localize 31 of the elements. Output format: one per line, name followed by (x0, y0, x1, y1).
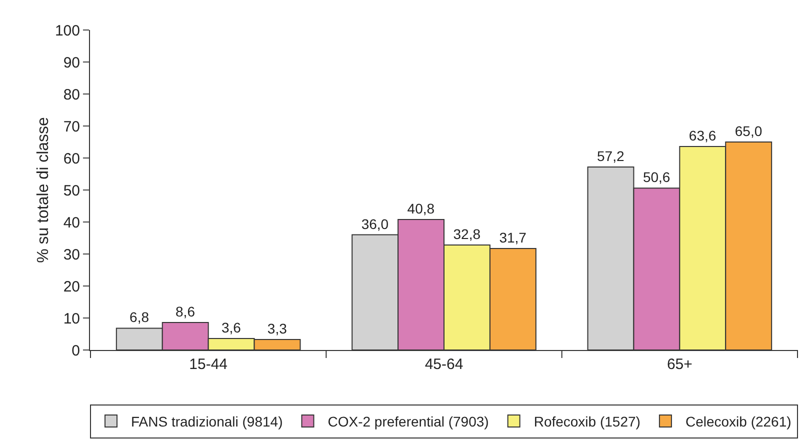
y-tick-label: 20 (63, 278, 80, 296)
legend-label: COX-2 preferential (7903) (328, 413, 489, 430)
y-tick-label: 70 (63, 118, 80, 136)
data-label: 40,8 (407, 200, 435, 216)
y-tick-label: 100 (54, 22, 80, 40)
y-tick-label: 10 (63, 310, 80, 328)
y-tick-label: 50 (63, 182, 80, 200)
data-label: 8,6 (176, 303, 196, 320)
data-label: 3,3 (267, 320, 288, 336)
y-tick-label: 30 (63, 246, 80, 264)
legend-label: Rofecoxib (1527) (534, 413, 640, 430)
data-label: 3,6 (221, 319, 242, 336)
y-tick-label: 60 (63, 150, 80, 168)
x-tick-label: 65+ (666, 356, 693, 373)
data-label: 50,6 (642, 169, 670, 186)
x-tick-label: 15-44 (189, 356, 228, 373)
x-tick-label: 45-64 (424, 356, 464, 373)
y-tick-label: 90 (63, 54, 80, 72)
y-tick-label: 80 (63, 86, 80, 104)
data-label: 36,0 (361, 216, 389, 232)
y-axis-title: % su totale di classe (35, 116, 52, 263)
data-label: 57,2 (597, 148, 624, 164)
data-label: 31,7 (499, 230, 527, 246)
legend-label: FANS tradizionali (9814) (131, 413, 283, 430)
y-tick-label: 40 (63, 214, 80, 232)
data-label: 6,8 (130, 309, 150, 326)
y-tick-label: 0 (72, 342, 80, 360)
data-label: 63,6 (688, 127, 716, 144)
legend-label: Celecoxib (2261) (685, 413, 792, 430)
data-label: 65,0 (734, 123, 762, 139)
data-label: 32,8 (453, 226, 481, 242)
